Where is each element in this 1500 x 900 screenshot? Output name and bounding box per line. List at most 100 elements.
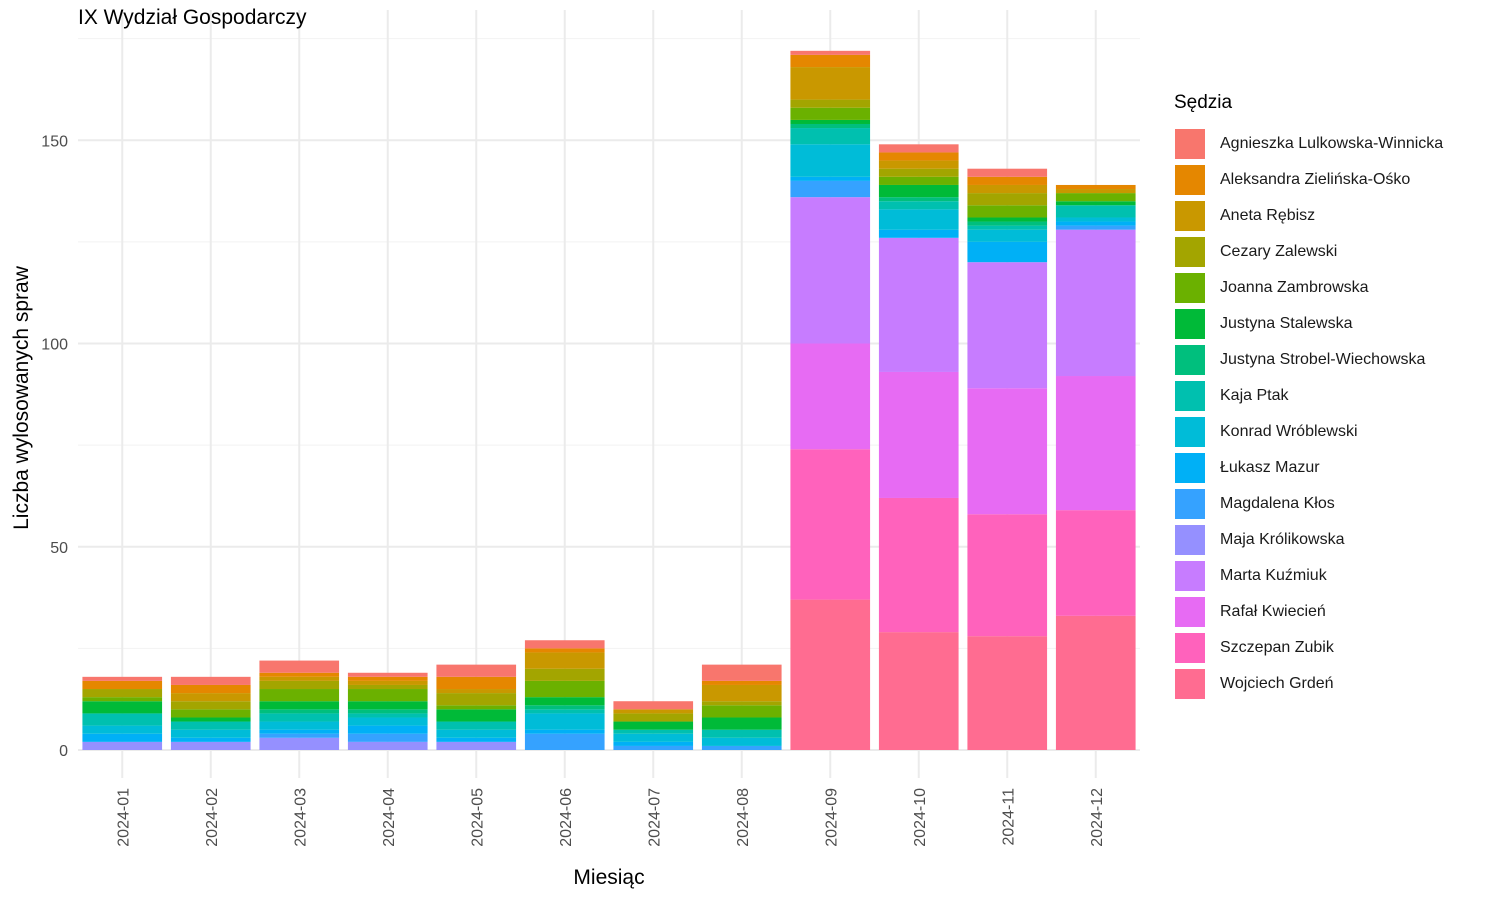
legend-label: Aneta Rębisz: [1220, 207, 1316, 224]
bar-segment: [1055, 205, 1136, 218]
bar-segment: [436, 729, 517, 738]
y-tick-label: 0: [59, 743, 68, 760]
y-axis-label: Liczba wylosowanych spraw: [10, 266, 33, 530]
legend-swatch: [1174, 632, 1206, 664]
bar-segment: [170, 693, 251, 702]
bar-segment: [347, 725, 428, 734]
bar-segment: [347, 709, 428, 714]
legend: Sędzia Agnieszka Lulkowska-Winnicka Aleks…: [1174, 92, 1443, 702]
legend-label: Wojciech Grdeń: [1220, 675, 1334, 692]
legend-swatch: [1174, 200, 1206, 232]
bar-segment: [613, 745, 694, 750]
bar-segment: [436, 676, 517, 690]
bar-segment: [82, 713, 163, 726]
bar-segment: [878, 371, 959, 498]
x-tick-label: 2024-04: [381, 788, 398, 847]
y-tick-label: 100: [41, 337, 68, 354]
bar-segment: [790, 144, 871, 177]
bar-segment: [613, 701, 694, 710]
legend-swatch: [1174, 308, 1206, 340]
bar-segment: [790, 343, 871, 450]
bar-segment: [967, 184, 1048, 194]
bar-segment: [790, 67, 871, 100]
bar-segment: [967, 221, 1048, 226]
legend-label: Kaja Ptak: [1220, 387, 1289, 404]
bar-segment: [524, 729, 605, 734]
x-tick-label: 2024-07: [646, 788, 663, 847]
bar-segment: [259, 709, 340, 714]
bar-segment: [82, 701, 163, 714]
bar-segment: [347, 717, 428, 726]
bar-segment: [613, 729, 694, 734]
bar-segment: [790, 599, 871, 750]
x-tick-label: 2024-01: [115, 788, 132, 847]
bar-segment: [170, 737, 251, 742]
bar-segment: [878, 144, 959, 153]
bar-segment: [790, 128, 871, 145]
bar-segment: [790, 99, 871, 108]
bar-segment: [878, 201, 959, 210]
legend-items: Agnieszka Lulkowska-Winnicka Aleksandra Z…: [1174, 126, 1443, 702]
legend-item: Justyna Stalewska: [1174, 306, 1443, 342]
legend-swatch: [1174, 272, 1206, 304]
legend-swatch: [1174, 668, 1206, 700]
legend-swatch: [1174, 344, 1206, 376]
legend-item: Cezary Zalewski: [1174, 234, 1443, 270]
bar-segment: [790, 176, 871, 181]
bar-segment: [701, 717, 782, 730]
bar-segment: [524, 668, 605, 681]
bar-segment: [967, 636, 1048, 750]
bar-segment: [878, 197, 959, 202]
bar-segment: [436, 705, 517, 710]
bar-segment: [259, 680, 340, 690]
legend-swatch: [1174, 380, 1206, 412]
legend-label: Joanna Zambrowska: [1220, 279, 1369, 296]
bar-segment: [347, 741, 428, 750]
bar-segment: [1055, 225, 1136, 230]
bar-segment: [1055, 189, 1136, 194]
bar-segment: [170, 729, 251, 738]
legend-item: Łukasz Mazur: [1174, 450, 1443, 486]
bar-segment: [1055, 201, 1136, 206]
bar-segment: [967, 193, 1048, 206]
x-axis-label: Miesiąc: [573, 866, 645, 889]
bar-segment: [790, 197, 871, 344]
bar-segment: [1055, 193, 1136, 202]
bar-segment: [790, 180, 871, 198]
bar-segment: [259, 733, 340, 738]
bar-segment: [790, 123, 871, 129]
x-tick-label: 2024-06: [558, 788, 575, 847]
bar-segment: [790, 107, 871, 120]
legend-swatch: [1174, 164, 1206, 196]
x-tick-label: 2024-11: [1000, 788, 1017, 846]
legend-swatch: [1174, 596, 1206, 628]
bar-segment: [613, 721, 694, 730]
bar-segment: [82, 680, 163, 690]
legend-label: Rafał Kwiecień: [1220, 603, 1326, 620]
legend-item: Maja Królikowska: [1174, 522, 1443, 558]
bar-segment: [701, 701, 782, 706]
legend-item: Justyna Strobel-Wiechowska: [1174, 342, 1443, 378]
bar-segment: [967, 217, 1048, 222]
legend-swatch: [1174, 560, 1206, 592]
bar-segment: [347, 672, 428, 677]
legend-label: Konrad Wróblewski: [1220, 423, 1358, 440]
bar-segment: [967, 229, 1048, 242]
legend-label: Marta Kuźmiuk: [1220, 567, 1327, 584]
bar-segment: [878, 160, 959, 169]
x-tick-label: 2024-09: [823, 788, 840, 847]
legend-item: Agnieszka Lulkowska-Winnicka: [1174, 126, 1443, 162]
bar-segment: [1055, 217, 1136, 222]
bar-segment: [170, 701, 251, 710]
bar-segment: [701, 705, 782, 718]
bar-segment: [259, 672, 340, 677]
legend-label: Magdalena Kłos: [1220, 495, 1335, 512]
bar-segment: [82, 676, 163, 681]
legend-label: Szczepan Zubik: [1220, 639, 1334, 656]
bar-segment: [170, 721, 251, 730]
legend-item: Szczepan Zubik: [1174, 630, 1443, 666]
bar-segment: [613, 713, 694, 722]
bar-segment: [82, 697, 163, 702]
bar-segment: [436, 737, 517, 742]
bar-segment: [967, 225, 1048, 230]
